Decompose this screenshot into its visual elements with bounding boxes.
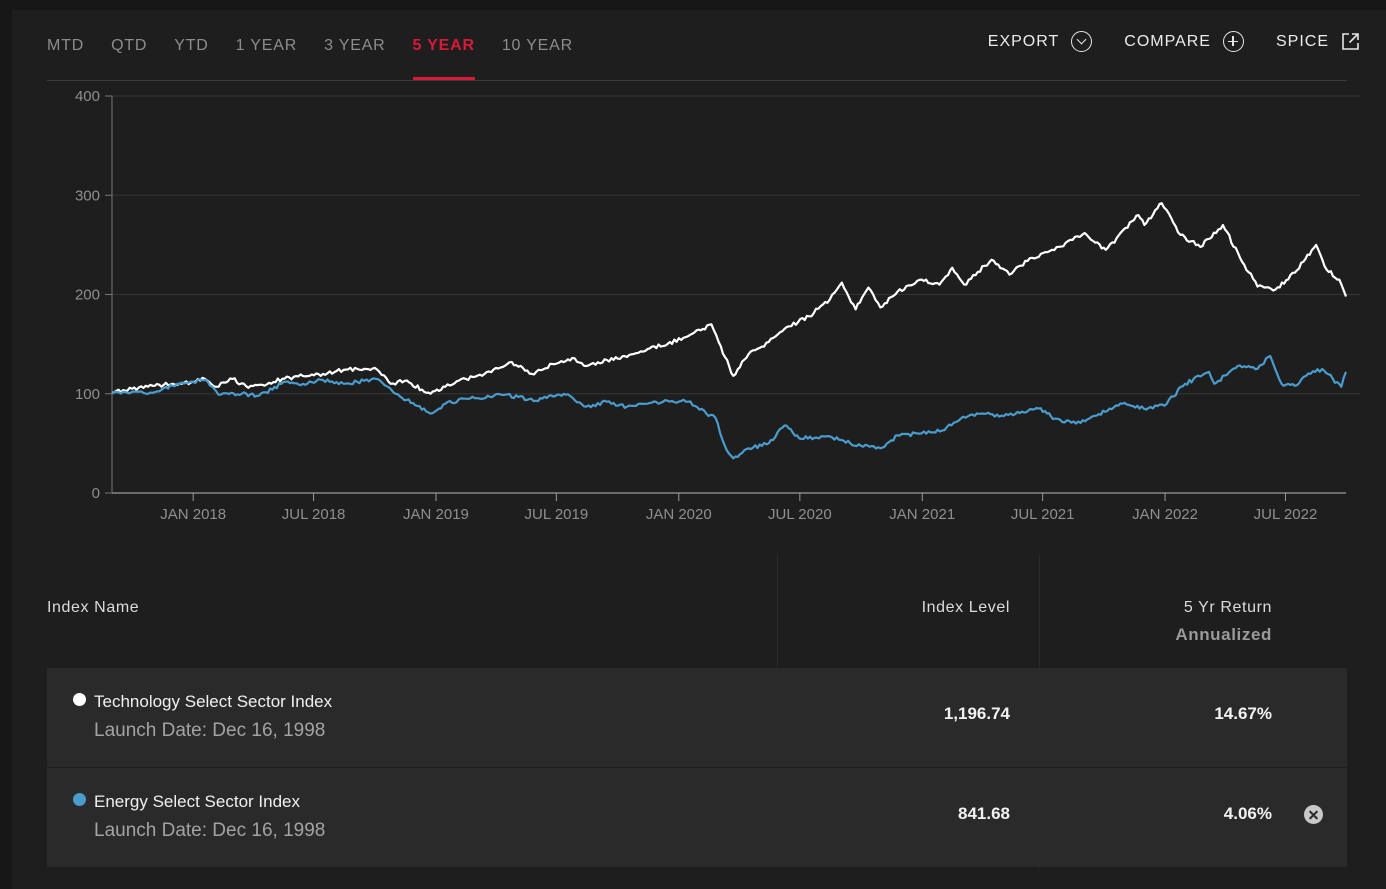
index-name: Technology Select Sector Index [94,692,333,711]
tab-divider [47,80,1347,81]
launch-date: Launch Date: Dec 16, 1998 [94,720,326,741]
column-divider [1039,668,1040,768]
export-label: EXPORT [987,32,1060,50]
col-header-return: 5 Yr Return [1183,599,1272,616]
column-divider [1039,768,1040,868]
tab-qtd[interactable]: QTD [111,37,148,54]
period-tabs: MTD QTD YTD 1 YEAR 3 YEAR 5 YEAR 10 YEAR [47,34,600,80]
x-tick-label: JUL 2020 [768,506,832,523]
index-level: 1,196.74 [943,704,1010,723]
y-tick-label: 100 [75,386,100,403]
series-line-0 [111,202,1348,395]
x-tick-label: JUL 2018 [282,506,346,523]
col-header-index-name: Index Name [47,599,140,616]
tab-5-year[interactable]: 5 YEAR [412,34,476,80]
index-name: Energy Select Sector Index [94,792,301,811]
export-button[interactable]: EXPORT [988,31,1093,52]
x-tick-label: JAN 2021 [889,506,955,523]
tab-ytd[interactable]: YTD [174,37,209,54]
x-tick-label: JAN 2018 [160,506,226,523]
return-value: 4.06% [1223,804,1272,823]
series-line-1 [111,354,1348,460]
tab-1-year[interactable]: 1 YEAR [235,37,298,54]
column-divider [777,768,778,868]
y-tick-label: 300 [75,187,100,204]
x-tick-label: JUL 2021 [1011,506,1075,523]
chart-actions: EXPORT COMPARE SPICE [956,31,1360,52]
spice-link[interactable]: SPICE [1276,32,1360,51]
plus-circle-icon [1222,31,1244,52]
col-header-return-annualized: Annualized [1175,625,1272,644]
column-divider [777,668,778,768]
table-row[interactable]: Technology Select Sector Index Launch Da… [47,667,1347,768]
tab-mtd[interactable]: MTD [47,37,85,54]
y-tick-label: 200 [75,287,100,304]
table-row[interactable]: Energy Select Sector Index Launch Date: … [47,767,1347,868]
x-tick-label: JUL 2022 [1254,506,1318,523]
x-tick-label: JAN 2019 [403,506,469,523]
y-tick-label: 0 [92,485,100,502]
compare-button[interactable]: COMPARE [1124,31,1244,52]
x-tick-label: JAN 2022 [1132,506,1198,523]
return-value: 14.67% [1214,704,1272,723]
y-tick-label: 400 [75,88,100,105]
launch-date: Launch Date: Dec 16, 1998 [94,820,326,841]
spice-label: SPICE [1275,32,1329,50]
tab-3-year[interactable]: 3 YEAR [324,37,386,54]
series-dot-icon [73,793,86,806]
external-link-icon [1342,33,1359,50]
index-table: Index Name Index Level 5 Yr Return Annua… [47,555,1347,868]
tab-10-year[interactable]: 10 YEAR [501,37,573,54]
compare-label: COMPARE [1124,32,1211,50]
remove-comparison-icon[interactable] [1304,805,1323,824]
chevron-down-icon [1071,31,1093,52]
col-header-index-level: Index Level [921,599,1010,616]
index-level: 841.68 [958,804,1010,823]
series-dot-icon [73,693,86,706]
table-header: Index Name Index Level 5 Yr Return Annua… [47,555,1347,867]
performance-line-chart: 0 100 200 300 400 JAN 2018 JUL 2018 JAN 2019 JUL… [75,88,1360,523]
x-tick-label: JUL 2019 [525,506,589,523]
x-tick-label: JAN 2020 [646,506,712,523]
